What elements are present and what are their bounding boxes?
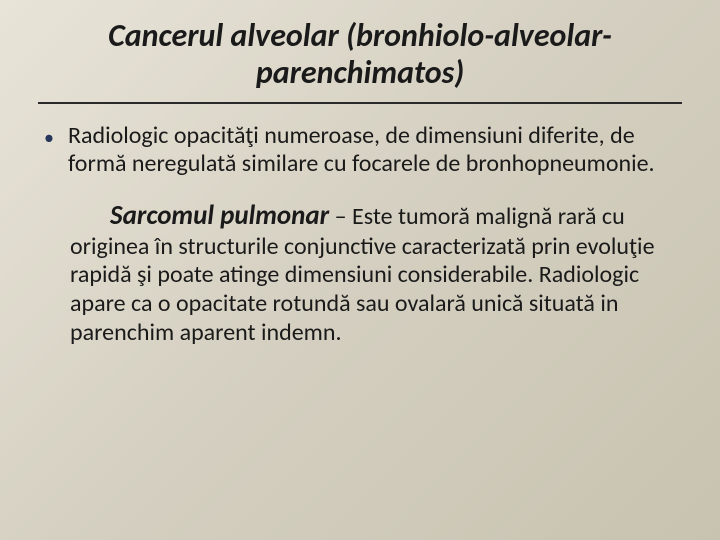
bullet-marker-icon: • [44,125,54,151]
slide-title: Cancerul alveolar (bronhiolo-alveolar-pa… [38,18,682,102]
bullet-item: • Radiologic opacităţi numeroase, de dim… [38,122,682,179]
paragraph-text: Sarcomul pulmonar – Este tumoră malignă … [70,200,674,348]
slide-container: Cancerul alveolar (bronhiolo-alveolar-pa… [0,0,720,540]
paragraph-block: Sarcomul pulmonar – Este tumoră malignă … [38,200,682,348]
title-underline [38,102,682,104]
bullet-text: Radiologic opacităţi numeroase, de dimen… [68,122,682,179]
paragraph-subheading: Sarcomul pulmonar [110,199,329,232]
paragraph-lead: Este tumoră malignă [352,202,552,231]
paragraph-separator: – [329,202,352,231]
